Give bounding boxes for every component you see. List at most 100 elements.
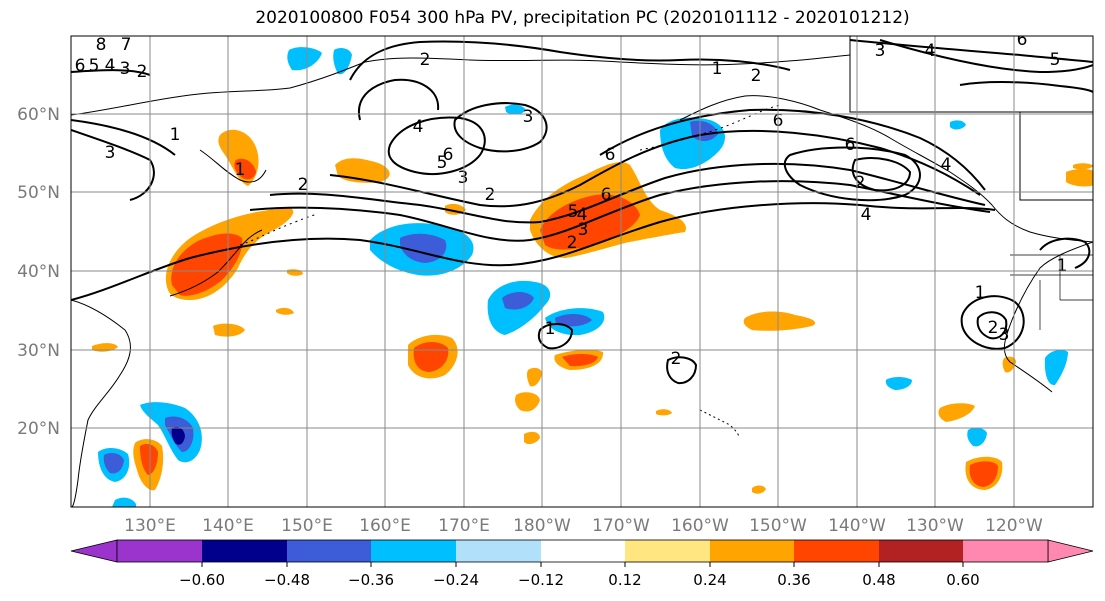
canada-border (849, 36, 1093, 113)
precip-positive-region (524, 431, 540, 445)
contour-label: 4 (105, 56, 116, 76)
graticule (71, 36, 1093, 507)
colorbar-tick-label: 0.12 (608, 571, 641, 589)
coastline-asia (71, 299, 131, 507)
colorbar-tick-label: −0.48 (264, 571, 310, 589)
contour-label: 6 (75, 56, 86, 76)
pv-contour-line (537, 323, 574, 350)
colorbar-tick-label: 0.60 (946, 571, 979, 589)
contour-label: 6 (845, 135, 856, 155)
contour-label: 2 (855, 173, 866, 193)
lat-label: 60°N (17, 105, 60, 125)
contour-label: 1 (170, 125, 181, 145)
pv-contour-line (269, 162, 986, 224)
precip-positive-region (1073, 163, 1093, 170)
lon-label: 140°E (202, 516, 254, 536)
contour-label: 3 (105, 143, 116, 163)
pv-contour-line (851, 157, 912, 192)
contour-label: 6 (601, 185, 612, 205)
contour-label: 5 (1050, 50, 1061, 70)
precip-positive-region (213, 323, 245, 337)
coastline-russia (71, 54, 851, 116)
lon-label: 180°W (513, 516, 571, 536)
contour-label: 8 (96, 35, 107, 55)
precip-positive-region (515, 392, 540, 412)
precip-negative-region (967, 427, 987, 447)
latitude-labels: 60°N 50°N 40°N 30°N 20°N (17, 105, 60, 439)
pv-contour-line (387, 116, 486, 176)
coastline-japan (169, 229, 263, 297)
colorbar-segment (287, 540, 371, 562)
lat-label: 50°N (17, 183, 60, 203)
colorbar-segment (117, 540, 202, 562)
lon-label: 160°W (671, 516, 729, 536)
contour-label: 1 (235, 160, 246, 180)
contour-label: 7 (121, 35, 132, 55)
colorbar-segment (541, 540, 625, 562)
pv-contour-line (879, 39, 1093, 74)
lon-label: 160°E (359, 516, 411, 536)
colorbar-tick-labels: −0.60 −0.48 −0.36 −0.24 −0.12 0.12 0.24 … (179, 571, 980, 589)
lon-label: 130°W (906, 516, 964, 536)
contour-label: 2 (137, 62, 148, 82)
contour-label: 1 (712, 59, 723, 79)
colorbar-segment (625, 540, 710, 562)
hawaii-islands (699, 409, 739, 438)
coastline-na-west (1003, 241, 1093, 393)
precip-negative-region (112, 497, 136, 507)
lon-label: 130°E (124, 516, 176, 536)
contour-label: 2 (567, 233, 578, 253)
contour-label: 6 (1017, 30, 1028, 50)
pv-contour-line (599, 108, 986, 191)
longitude-labels: 130°E 140°E 150°E 160°E 170°E 180°W 170°… (124, 516, 1043, 536)
contour-label: 5 (437, 153, 448, 173)
colorbar-tick-label: 0.24 (693, 571, 726, 589)
pv-contour-line (71, 119, 176, 156)
contour-label: 2 (298, 175, 309, 195)
lon-label: 150°W (749, 516, 807, 536)
pv-contour-line (666, 356, 698, 385)
precip-strong-region (171, 426, 185, 445)
precip-positive-region (938, 403, 975, 422)
colorbar-frame (116, 539, 1049, 563)
precip-positive-region (1002, 356, 1016, 373)
precip-negative-region (885, 377, 912, 390)
contour-label: 4 (925, 41, 936, 61)
canada-border-2 (1019, 112, 1093, 201)
lon-label: 150°E (281, 516, 333, 536)
colorbar-left-extension (70, 539, 118, 563)
contour-label: 6 (443, 145, 454, 165)
colorbar-tick-label: 0.36 (777, 571, 810, 589)
colorbar-right-extension (1047, 539, 1094, 563)
pv-contour-line (357, 78, 440, 121)
colorbar-segment (879, 540, 963, 562)
precip-positive-region (1066, 169, 1093, 187)
contour-label: 4 (413, 117, 424, 137)
contour-label: 2 (485, 185, 496, 205)
colorbar-segment (710, 540, 794, 562)
lon-label: 140°W (828, 516, 886, 536)
precip-positive-region (526, 367, 542, 387)
pv-contour-line (71, 202, 996, 301)
lat-label: 30°N (17, 341, 60, 361)
contour-label: 3 (875, 41, 886, 61)
precip-positive-region (276, 307, 294, 315)
precip-negative-region (103, 452, 124, 474)
contour-label: 4 (577, 205, 588, 225)
colorbar-tick-label: −0.12 (518, 571, 564, 589)
colorbar-tick-label: 0.48 (862, 571, 895, 589)
lat-label: 40°N (17, 262, 60, 282)
precip-strong-region (140, 444, 158, 475)
colorbar-segment (794, 540, 879, 562)
coastline-kamchatka (199, 149, 267, 183)
contour-label: 2 (671, 349, 682, 369)
contour-label: 4 (861, 205, 872, 225)
coastline-alaska (679, 95, 1093, 243)
contour-label: 1 (975, 283, 986, 303)
lon-label: 170°W (592, 516, 650, 536)
contour-label: 2 (420, 50, 431, 70)
contour-label: 3 (523, 107, 534, 127)
pv-contour-line (329, 129, 981, 208)
contour-label: 1 (1057, 256, 1068, 276)
